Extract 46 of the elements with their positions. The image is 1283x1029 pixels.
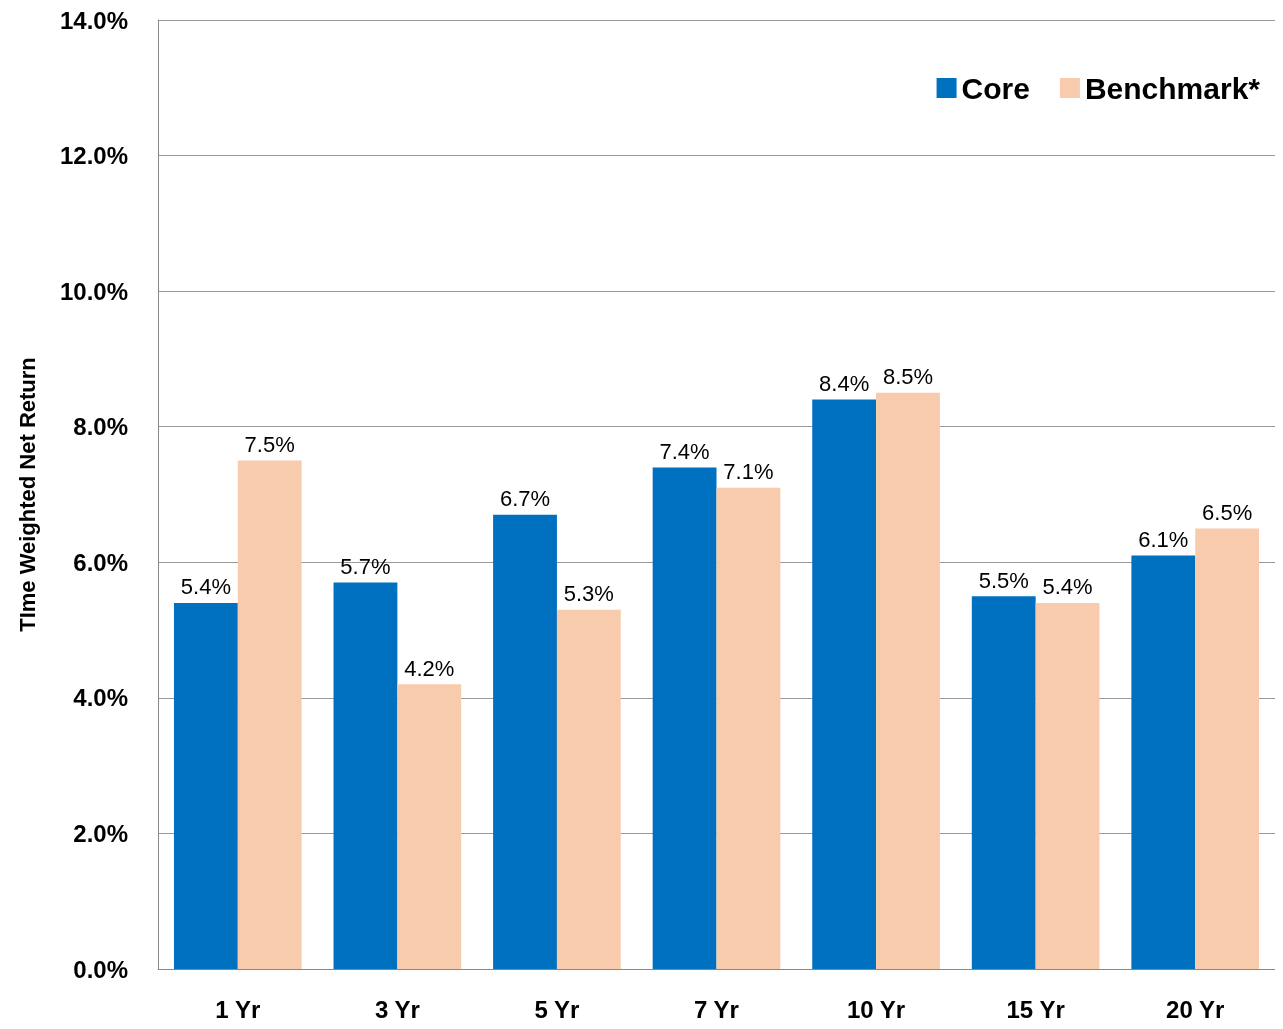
data-label: 7.1% (723, 459, 774, 485)
y-tick-label: 10.0% (59, 277, 128, 305)
bar (173, 602, 238, 969)
data-label: 5.4% (180, 574, 231, 600)
x-tick-label: 15 Yr (1006, 995, 1065, 1023)
y-tick-label: 0.0% (73, 955, 128, 983)
y-axis-title: TIme Weighted Net Return (14, 357, 40, 632)
x-tick-label: 5 Yr (534, 995, 580, 1023)
y-tick-label: 8.0% (73, 413, 128, 441)
legend-label: Benchmark* (1084, 71, 1261, 105)
bar (333, 582, 398, 969)
data-label: 8.5% (882, 364, 934, 390)
bar (493, 514, 557, 969)
x-tick-label: 3 Yr (374, 995, 420, 1023)
y-tick-label: 12.0% (59, 142, 128, 170)
data-label: 7.4% (659, 438, 710, 464)
x-tick-label: 1 Yr (215, 995, 261, 1023)
y-tick-label: 6.0% (73, 548, 128, 576)
data-label: 5.4% (1042, 574, 1093, 600)
y-tick-label: 2.0% (73, 819, 128, 847)
y-tick-label: 4.0% (73, 684, 128, 712)
data-label: 8.4% (819, 371, 870, 397)
data-label: 4.2% (404, 655, 455, 681)
data-label: 6.7% (499, 486, 551, 512)
x-tick-label: 10 Yr (846, 995, 906, 1023)
bar (1131, 555, 1196, 969)
y-tick-label: 14.0% (59, 6, 128, 34)
bar (876, 392, 940, 969)
bar (1035, 602, 1100, 969)
data-label: 7.5% (244, 432, 295, 458)
bar (237, 460, 302, 969)
bar (812, 399, 877, 969)
bar (716, 487, 781, 969)
bar (971, 596, 1036, 969)
bar (397, 684, 462, 969)
data-label: 5.5% (978, 567, 1029, 593)
bar (556, 609, 621, 969)
data-label: 5.7% (340, 554, 391, 580)
x-tick-label: 20 Yr (1166, 995, 1225, 1023)
data-label: 6.1% (1138, 527, 1189, 553)
bar (1195, 528, 1260, 969)
data-label: 6.5% (1202, 499, 1253, 525)
data-label: 5.3% (563, 581, 614, 607)
legend-label: Core (961, 71, 1030, 105)
x-tick-label: 7 Yr (694, 995, 739, 1023)
bar (652, 467, 717, 969)
